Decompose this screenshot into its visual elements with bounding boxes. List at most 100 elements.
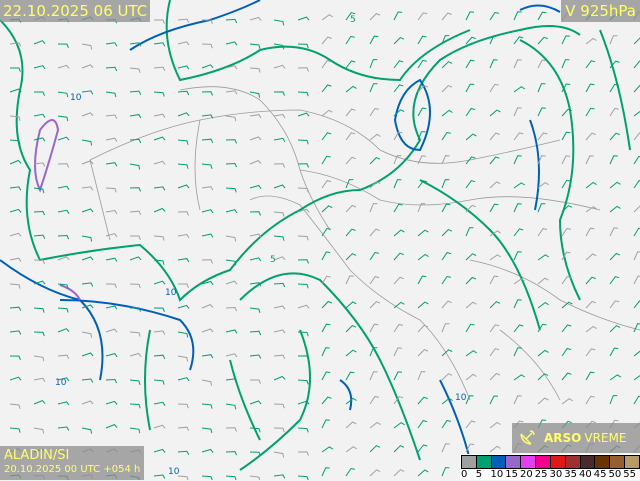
wind-barb [201,354,214,359]
legend-label: 35 [564,469,577,480]
wind-barb [297,304,310,309]
wind-barb [321,60,332,69]
wind-barb [441,229,453,237]
wind-barb [273,235,285,241]
wind-barb [369,107,379,117]
wind-barb [633,323,640,333]
wind-barb [585,132,596,141]
contour-label: 10 [168,467,180,477]
model-name: ALADIN/SI [4,448,70,463]
wind-barb [369,228,380,237]
wind-barb [105,353,118,358]
wind-barb [513,203,522,213]
wind-barb [417,107,427,117]
wind-barb [369,347,378,357]
wind-barb [345,301,357,309]
wind-barb [201,114,214,119]
wind-barb [249,16,262,21]
wind-barb [130,235,141,240]
wind-barb [609,347,619,357]
wind-barb [105,209,118,215]
wind-barb [585,181,597,189]
wind-barb [153,354,166,360]
wind-barb [225,329,238,334]
wind-barb [561,179,571,189]
wind-barb [561,131,571,141]
wind-barb [57,307,69,313]
legend-label: 25 [534,469,548,480]
wind-barb [153,307,165,312]
wind-barb [273,329,286,334]
wind-barb [273,163,286,168]
wind-barb [249,43,261,50]
wind-barb [297,112,310,117]
wind-barb [345,397,357,405]
wind-barb [9,88,22,93]
wind-barb [129,379,141,386]
wind-barb [441,467,450,477]
wind-barb [417,180,428,189]
wind-barb [489,181,501,189]
wind-barb [201,163,213,169]
wind-barb [33,400,46,405]
wind-barb [177,18,190,23]
wind-barb [81,235,93,242]
wind-barb [441,85,453,93]
wind-barb [633,155,640,165]
wind-barb [417,275,427,285]
wind-barb [513,324,524,333]
wind-barb [417,59,427,69]
wind-barb [417,324,428,333]
wind-barb [561,59,570,69]
wind-barb [201,233,214,238]
wind-barb [57,283,69,289]
wind-barb [105,424,118,429]
contour-label: 10 [165,288,177,298]
legend-swatch [550,456,566,468]
wind-barb [201,209,214,214]
wind-barb [513,182,525,189]
wind-barb [201,427,213,434]
wind-barb [321,180,332,189]
wind-barb [9,403,21,410]
wind-barb [465,420,476,429]
wind-barb [81,352,94,357]
wind-barb [537,301,549,309]
wind-barb [57,185,70,190]
legend-label: 55 [623,469,636,480]
wind-barb [273,137,286,143]
wind-barb [225,90,238,95]
wind-barb [393,371,403,381]
wind-barb [345,204,357,213]
wind-barb [249,233,262,238]
wind-barb [321,109,333,117]
wind-barb [225,209,238,214]
wind-barb [129,403,141,409]
wind-barb [609,300,620,309]
wind-barb [393,203,403,213]
wind-barb [345,275,354,285]
wind-barb [273,305,286,310]
wind-barb [393,301,405,309]
wind-barb [177,426,190,431]
legend-label: 30 [549,469,563,480]
wind-barb [153,160,166,165]
wind-barb [321,446,333,453]
wind-barb [609,205,621,213]
wind-barb [369,203,378,213]
wind-barb [201,138,214,144]
wind-barb [105,91,117,98]
wind-barb [273,375,286,381]
wind-barb [345,60,356,69]
wind-barb [465,253,477,261]
wind-barb [417,444,428,453]
wind-barb [441,155,450,165]
wind-barb [393,155,402,165]
wind-barb [321,467,330,477]
legend-label: 50 [608,469,622,480]
wind-barb [225,403,237,410]
wind-barb [249,451,261,457]
wind-barb [297,16,310,21]
legend-swatches [461,455,640,469]
